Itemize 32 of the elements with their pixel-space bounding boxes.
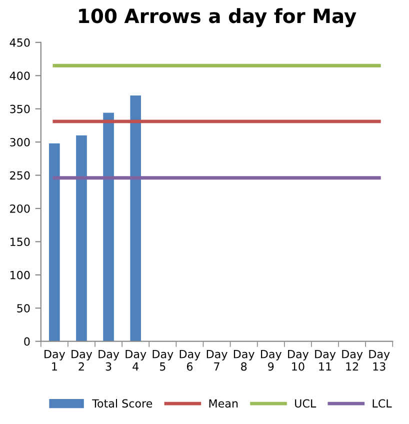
y-tick-label: 50 [17, 304, 30, 312]
x-tick-label: Day 6 [180, 350, 200, 371]
x-tick-label: Day 2 [72, 350, 92, 371]
x-tick-label: Day 8 [234, 350, 254, 371]
bar [49, 143, 60, 342]
legend-label: UCL [295, 399, 316, 408]
x-tick-label: Day 1 [44, 350, 66, 371]
y-tick-label: 100 [10, 270, 30, 280]
legend-label: Mean [209, 399, 238, 408]
y-tick-label: 350 [10, 104, 30, 114]
x-tick-label: Day 3 [98, 350, 120, 371]
x-tick-label: Day 13 [369, 350, 390, 371]
y-tick-label: 150 [10, 238, 30, 246]
y-tick-label: 450 [10, 38, 30, 47]
y-tick-label: 250 [10, 171, 30, 180]
x-tick-label: Day 11 [315, 350, 336, 371]
bar [130, 96, 142, 342]
x-tick-label: Day 9 [261, 350, 282, 371]
legend-label: Total Score [92, 399, 152, 408]
y-tick-label: 300 [10, 138, 30, 146]
bar [103, 112, 114, 342]
x-tick-label: Day 7 [206, 350, 228, 371]
chart-title: 100 Arrows a day for May [79, 8, 356, 28]
x-tick-label: Day 10 [288, 350, 309, 371]
y-tick-label: 200 [10, 204, 30, 213]
x-tick-label: Day 4 [126, 350, 146, 371]
y-tick-label: 0 [24, 337, 30, 346]
y-tick-label: 400 [10, 72, 30, 80]
x-tick-label: Day 5 [152, 350, 174, 371]
bar [76, 135, 87, 342]
legend-label: LCL [372, 399, 392, 408]
x-tick-label: Day 12 [342, 350, 363, 371]
